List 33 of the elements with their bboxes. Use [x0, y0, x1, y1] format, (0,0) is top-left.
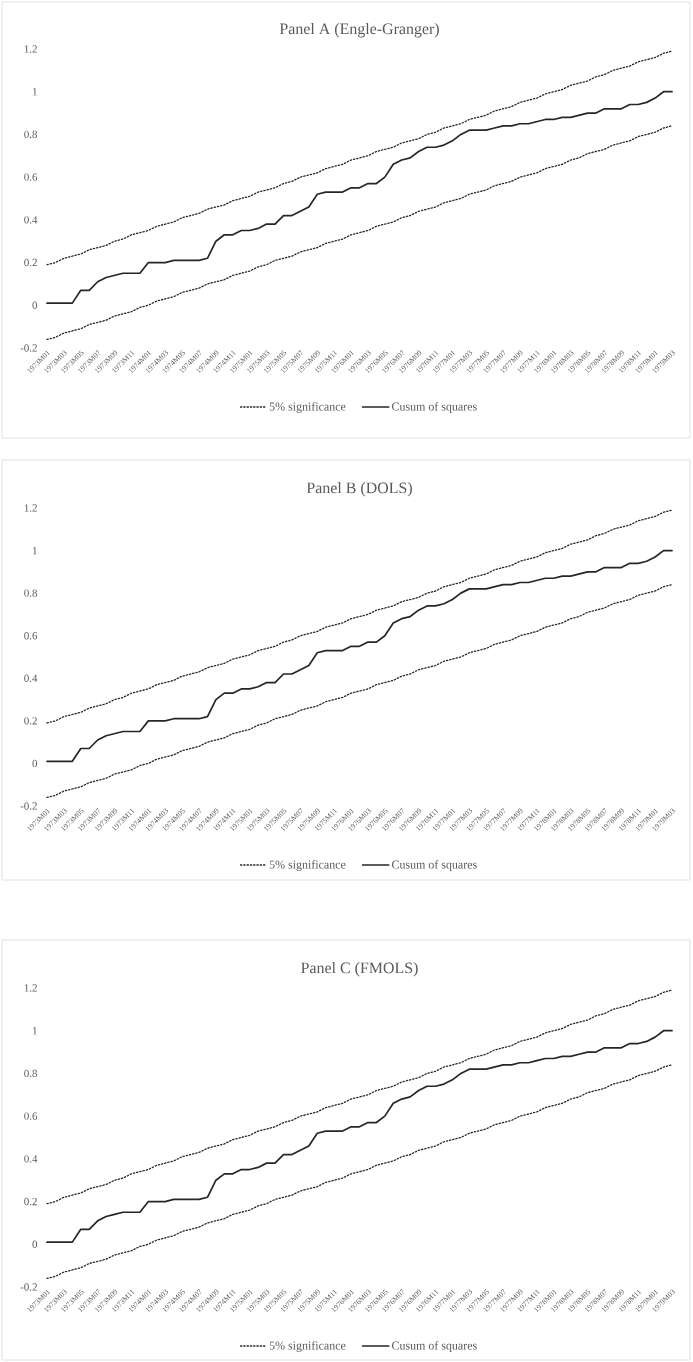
y-tick-label: 0: [32, 759, 38, 768]
y-tick-label: 1.2: [24, 984, 37, 992]
y-tick-label: 0.2: [24, 717, 37, 725]
y-tick-label: 0: [32, 301, 38, 309]
legend-label: 5% significance: [269, 1341, 346, 1353]
y-tick-label: 0.2: [24, 258, 37, 267]
legend-label: 5% significance: [269, 402, 346, 414]
y-tick-label: 0.8: [24, 130, 38, 139]
y-tick-label: 0.6: [24, 173, 38, 181]
chart-title: Panel A (Engle-Granger): [279, 22, 439, 38]
y-tick-label: 0.8: [24, 589, 38, 597]
legend-label: Cusum of squares: [391, 860, 477, 871]
y-tick-label: 1: [32, 1027, 37, 1035]
y-tick-label: 0.4: [24, 1155, 38, 1163]
y-tick-label: -0.2: [20, 802, 37, 810]
y-tick-label: -0.2: [20, 1283, 37, 1291]
y-tick-label: 0.4: [24, 674, 38, 682]
y-tick-label: 0: [32, 1240, 38, 1248]
y-tick-label: 1: [32, 88, 37, 96]
y-tick-label: 0.6: [24, 1112, 38, 1120]
y-tick-label: 1.2: [24, 45, 37, 53]
legend-label: 5% significance: [269, 860, 346, 872]
y-tick-label: 0.2: [24, 1197, 37, 1206]
legend-label: Cusum of squares: [391, 1341, 477, 1353]
y-tick-label: -0.2: [20, 344, 37, 352]
chart-title: Panel B (DOLS): [306, 482, 412, 497]
y-tick-label: 0.4: [24, 216, 38, 224]
legend-label: Cusum of squares: [391, 402, 477, 413]
chart-title: Panel C (FMOLS): [301, 962, 418, 977]
y-tick-label: 1.2: [24, 504, 37, 512]
y-tick-label: 0.6: [24, 631, 38, 640]
y-tick-label: 1: [32, 546, 37, 555]
y-tick-label: 0.8: [24, 1069, 38, 1078]
